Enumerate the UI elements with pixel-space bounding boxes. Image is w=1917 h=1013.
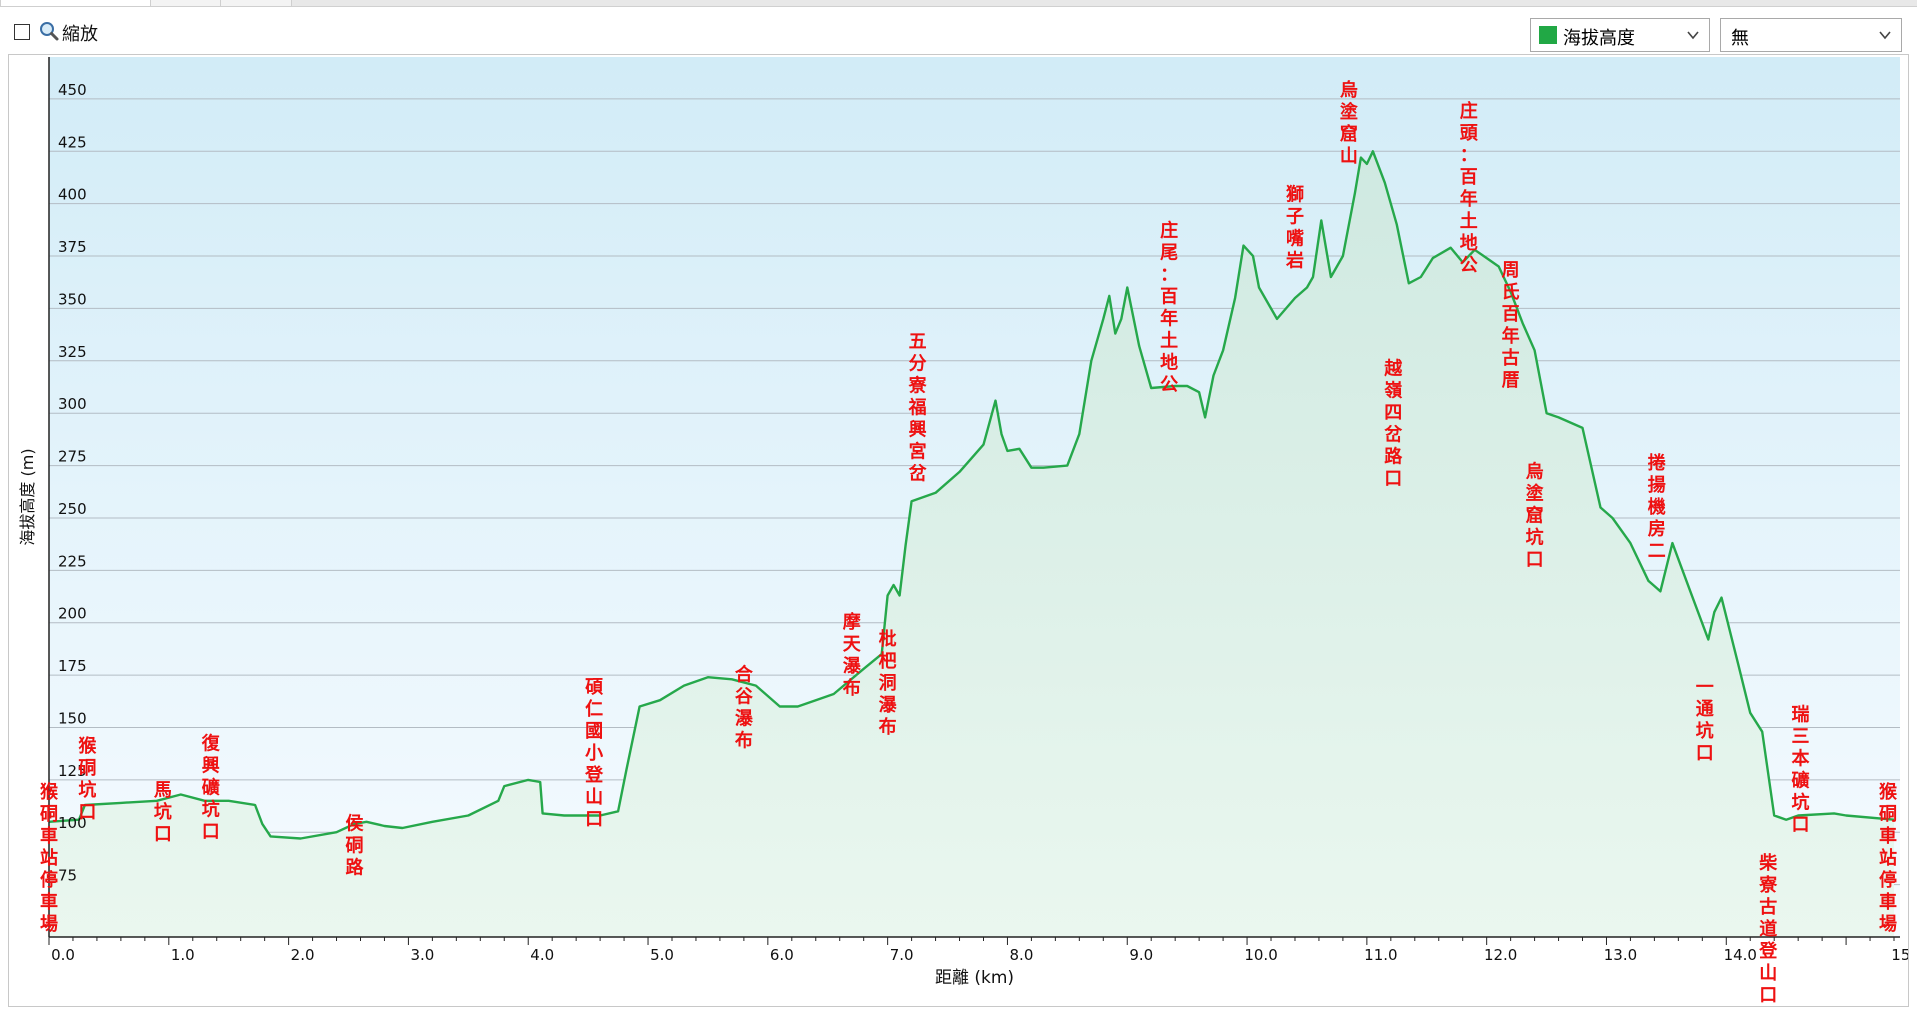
waypoint-label: 復興礦坑口 [201,733,221,843]
x-tick-label: 9.0 [1129,946,1153,964]
y-tick-label: 450 [58,81,87,99]
y-tick-label: 100 [58,814,87,832]
x-tick-label: 3.0 [410,946,434,964]
waypoint-label: 越嶺四岔路口 [1383,358,1403,490]
y-tick-label: 125 [58,762,87,780]
tab-strip [0,0,1917,7]
waypoint-label: 烏塗窟坑口 [1526,460,1545,570]
axes [48,57,1900,938]
x-tick-label: 13.0 [1604,946,1637,964]
y-tick-label: 250 [58,500,87,518]
zoom-label: 縮放 [62,24,98,45]
y-tick-label: 75 [58,867,77,885]
zoom-checkbox[interactable] [14,24,30,40]
x-tick-label: 12.0 [1484,946,1517,964]
overlay-select-value: 無 [1731,28,1749,49]
series-select[interactable]: 海拔高度 [1530,18,1710,52]
y-tick-label: 425 [58,133,87,151]
x-tick-label: 0.0 [51,946,75,964]
chevron-down-icon [1687,31,1699,40]
x-tick-label: 1.0 [171,946,195,964]
waypoint-label: 瑞三本礦坑口 [1792,704,1810,835]
waypoint-label: 一通坑口 [1696,677,1714,764]
x-axis-ticks: 0.0 1.0 2.0 3.0 4.0 5.0 6.0 7.0 8.0 9.0 10.0 11.0 12… [48,937,1908,964]
waypoint-label: 柴寮古道登山口 [1758,852,1778,1006]
chart-frame: 75 100 125 150 175 200 225 250 275 300 325 350 375 40… [8,54,1909,1007]
waypoint-label: 摩天瀑布 [843,611,862,699]
y-tick-label: 325 [58,343,87,361]
waypoint-label: 捲揚機房二 [1648,452,1666,562]
waypoint-label: 猴硐坑口 [78,735,97,823]
y-axis-ticks: 75 100 125 150 175 200 225 250 275 300 325 350 375 40… [58,81,87,885]
y-tick-label: 275 [58,448,87,466]
waypoint-label: 猴硐車站停車場 [40,781,59,935]
x-tick-label: 5.0 [650,946,674,964]
elevation-series-line [48,150,1895,840]
waypoint-label: 馬坑口 [154,780,172,845]
y-tick-label: 150 [58,709,87,727]
waypoint-label: 合谷瀑布 [735,664,754,752]
x-axis-label: 距離 (km) [935,968,1014,988]
x-tick-label: 14.0 [1724,946,1757,964]
y-tick-label: 350 [58,290,87,308]
y-axis-label: 海拔高度 (m) [18,448,37,545]
x-tick-label: 11.0 [1364,946,1397,964]
x-tick-label: 2.0 [291,946,315,964]
x-tick-label: 15.4 [1891,946,1908,964]
x-tick-label: 8.0 [1010,946,1034,964]
waypoint-label: 侯硐路 [346,812,365,878]
x-tick-label: 4.0 [530,946,554,964]
magnifier-icon [40,22,59,41]
waypoint-label: 烏塗窟山 [1340,79,1359,167]
y-tick-label: 300 [58,395,87,413]
x-tick-label: 7.0 [890,946,914,964]
waypoint-label: 庄頭：百年土地公 [1460,100,1479,276]
elevation-area-fill [49,151,1894,938]
y-tick-label: 400 [58,186,87,204]
series-color-swatch [1539,26,1557,44]
waypoint-label: 碩仁國小登山口 [584,677,604,830]
elevation-chart: 75 100 125 150 175 200 225 250 275 300 325 350 375 40… [18,57,1908,1006]
y-tick-label: 225 [58,552,87,570]
tab-third[interactable] [220,0,292,7]
y-tick-label: 175 [58,657,87,675]
overlay-select[interactable]: 無 [1720,18,1902,52]
chart-toolbar: 縮放 海拔高度 無 [0,6,1917,52]
waypoint-label: 周氏百年古厝 [1502,260,1520,391]
x-tick-label: 6.0 [770,946,794,964]
waypoint-label: 枇杷洞瀑布 [879,628,898,738]
y-tick-label: 375 [58,238,87,256]
series-select-value: 海拔高度 [1563,28,1635,49]
chevron-down-icon [1879,31,1891,40]
x-tick-label: 10.0 [1244,946,1277,964]
y-tick-label: 200 [58,605,87,623]
waypoint-label: 庄尾：百年土地公 [1160,219,1178,395]
waypoint-label: 五分寮福興宮岔 [908,331,928,484]
waypoint-label: 猴硐車站停車場 [1879,781,1898,935]
waypoint-label: 獅子嘴岩 [1285,184,1304,272]
